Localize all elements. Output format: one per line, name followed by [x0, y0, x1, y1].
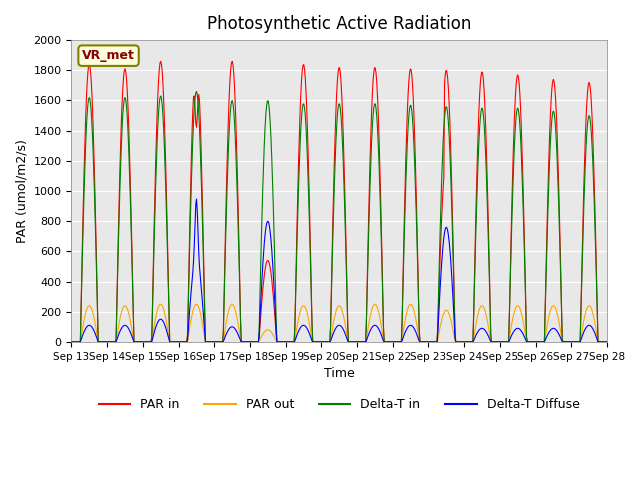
Delta-T in [405, 113, 413, 119]
PAR in [157, 59, 164, 64]
PAR in [603, 339, 611, 345]
Delta-T Diffuse [77, 337, 85, 343]
Delta-T in [603, 339, 611, 345]
PAR in [68, 339, 76, 345]
Line: Delta-T Diffuse: Delta-T Diffuse [72, 199, 607, 342]
Delta-T Diffuse [193, 196, 200, 202]
PAR out [405, 303, 413, 309]
PAR in [420, 339, 428, 345]
Delta-T Diffuse [187, 296, 195, 301]
Delta-T Diffuse [420, 339, 428, 345]
Legend: PAR in, PAR out, Delta-T in, Delta-T Diffuse: PAR in, PAR out, Delta-T in, Delta-T Dif… [94, 394, 584, 417]
X-axis label: Time: Time [324, 367, 355, 380]
PAR in [132, 339, 140, 345]
Delta-T Diffuse [216, 339, 223, 345]
Text: VR_met: VR_met [82, 49, 135, 62]
Y-axis label: PAR (umol/m2/s): PAR (umol/m2/s) [15, 139, 28, 243]
Delta-T Diffuse [132, 339, 140, 345]
PAR out [68, 339, 76, 345]
Line: PAR out: PAR out [72, 304, 607, 342]
PAR out [157, 301, 164, 307]
Delta-T Diffuse [603, 339, 611, 345]
Delta-T Diffuse [405, 323, 413, 329]
PAR in [188, 156, 195, 162]
Line: Delta-T in: Delta-T in [72, 92, 607, 342]
Delta-T in [77, 307, 85, 312]
Delta-T Diffuse [68, 339, 76, 345]
Delta-T in [420, 339, 428, 345]
PAR out [603, 339, 611, 345]
PAR out [216, 339, 223, 345]
Delta-T in [68, 339, 76, 345]
Delta-T in [132, 339, 140, 345]
PAR in [216, 339, 223, 345]
Title: Photosynthetic Active Radiation: Photosynthetic Active Radiation [207, 15, 471, 33]
PAR out [132, 339, 140, 345]
PAR in [77, 302, 85, 308]
Line: PAR in: PAR in [72, 61, 607, 342]
Delta-T in [216, 339, 223, 345]
Delta-T in [193, 89, 200, 95]
PAR out [77, 334, 85, 340]
PAR out [188, 315, 195, 321]
PAR in [405, 79, 413, 84]
Delta-T in [187, 207, 195, 213]
PAR out [420, 339, 428, 345]
